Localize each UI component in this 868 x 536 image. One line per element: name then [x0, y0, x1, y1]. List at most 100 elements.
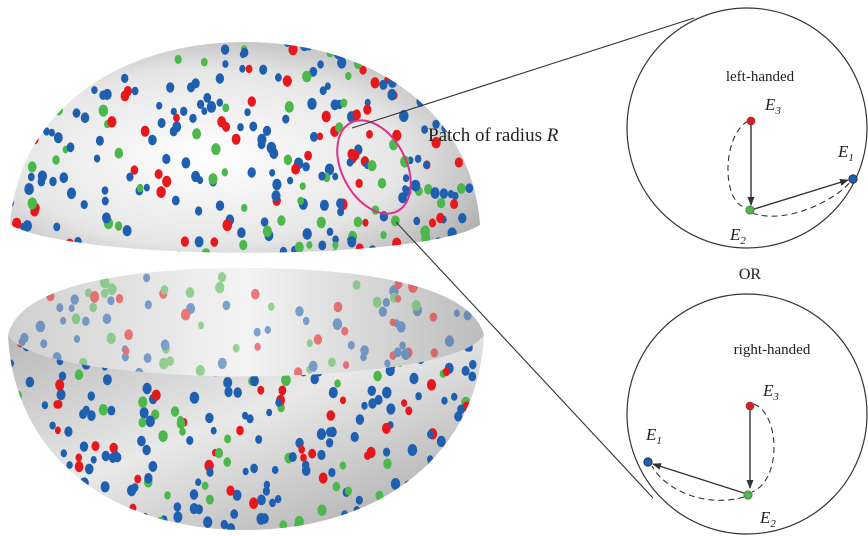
surface-dot	[174, 54, 182, 64]
surface-dot	[304, 42, 313, 51]
curl-arc-bottom-right	[751, 403, 775, 493]
surface-dot	[173, 502, 182, 512]
surface-dot	[189, 489, 199, 500]
surface-dot	[424, 184, 433, 195]
surface-dot	[65, 238, 75, 250]
surface-dot	[461, 365, 470, 376]
e2-label-bottom: E2	[759, 508, 776, 530]
patch-ring	[336, 119, 412, 215]
surface-dot	[463, 420, 470, 429]
surface-dot	[91, 441, 100, 452]
inner-surface-dot	[60, 316, 67, 325]
surface-dot	[203, 92, 212, 103]
surface-dot	[82, 405, 90, 415]
surface-dot	[206, 101, 217, 113]
surface-dot	[44, 61, 51, 70]
surface-dot	[352, 109, 361, 120]
surface-dot	[203, 516, 213, 528]
surface-dot	[428, 218, 437, 228]
surface-dot	[367, 248, 377, 253]
e1-point-bottom	[643, 457, 653, 467]
surface-dot	[10, 66, 15, 76]
surface-dot	[300, 453, 307, 462]
surface-dot	[377, 178, 387, 189]
surface-dot	[42, 474, 51, 484]
surface-dot	[386, 254, 394, 264]
surface-dot	[114, 221, 123, 231]
surface-dot	[263, 480, 271, 489]
surface-dot	[16, 439, 25, 449]
inner-surface-dot	[254, 342, 261, 351]
surface-dot	[66, 49, 72, 58]
surface-dot	[86, 54, 94, 64]
surface-dot	[436, 197, 446, 209]
surface-dot	[430, 187, 440, 199]
surface-dot	[283, 42, 292, 48]
surface-dot	[164, 491, 171, 500]
surface-dot	[383, 447, 391, 457]
inner-surface-dot	[429, 312, 438, 322]
surface-dot	[445, 523, 454, 530]
surface-dot	[142, 444, 151, 456]
inner-surface-dot	[160, 339, 170, 351]
surface-dot	[438, 524, 445, 530]
curl-arc-bottom-left	[651, 465, 745, 501]
surface-dot	[421, 125, 428, 134]
surface-dot	[275, 73, 282, 82]
inner-surface-dot	[180, 308, 191, 321]
surface-dot	[471, 91, 480, 104]
patch-label: Patch of radius R	[428, 125, 559, 146]
surface-dot	[189, 391, 200, 404]
surface-dot	[53, 132, 63, 144]
surface-dot	[347, 148, 356, 160]
surface-dot	[24, 183, 34, 195]
surface-dot	[103, 374, 112, 386]
e1-label-top: E1	[837, 142, 854, 164]
left-handed-panel: left-handed E3 E2 E1	[626, 7, 868, 249]
surface-dot	[321, 110, 331, 123]
inner-surface-dot	[394, 279, 403, 290]
surface-dot	[344, 486, 352, 496]
surface-dot	[95, 135, 104, 146]
right-handed-title: right-handed	[734, 342, 811, 358]
surface-dot	[91, 86, 98, 95]
surface-dot	[257, 385, 265, 395]
surface-dot	[223, 377, 233, 389]
surface-dot	[396, 42, 406, 53]
surface-dot	[299, 182, 306, 190]
surface-dot	[362, 517, 372, 530]
surface-dot	[386, 403, 396, 415]
surface-dot	[27, 161, 37, 173]
surface-dot	[262, 486, 270, 496]
curl-arc-top-right	[751, 181, 851, 217]
surface-dot	[355, 243, 364, 253]
surface-dot	[447, 227, 457, 240]
surface-dot	[436, 435, 446, 447]
surface-dot	[392, 237, 402, 250]
surface-dot	[406, 78, 416, 90]
surface-dot	[423, 65, 431, 75]
surface-dot	[45, 60, 52, 68]
e3-point-bottom	[745, 401, 755, 411]
surface-dot	[215, 200, 225, 211]
surface-dot	[366, 130, 373, 139]
surface-dot	[310, 131, 318, 142]
surface-dot	[46, 60, 55, 72]
surface-dot	[71, 524, 79, 530]
surface-dot	[64, 57, 71, 66]
surface-dot	[336, 198, 345, 209]
surface-dot	[45, 58, 54, 68]
surface-dot	[367, 160, 377, 172]
surface-dot	[217, 116, 227, 128]
surface-dot	[459, 99, 470, 112]
surface-dot	[473, 457, 482, 468]
surface-dot	[452, 503, 462, 515]
surface-dot	[291, 163, 300, 175]
surface-dot	[140, 125, 150, 137]
surface-dot	[181, 157, 191, 169]
surface-dot	[257, 494, 266, 506]
inner-surface-dot	[333, 301, 343, 313]
surface-dot	[355, 414, 365, 425]
surface-dot	[392, 129, 402, 142]
inner-surface-dot	[293, 367, 303, 377]
